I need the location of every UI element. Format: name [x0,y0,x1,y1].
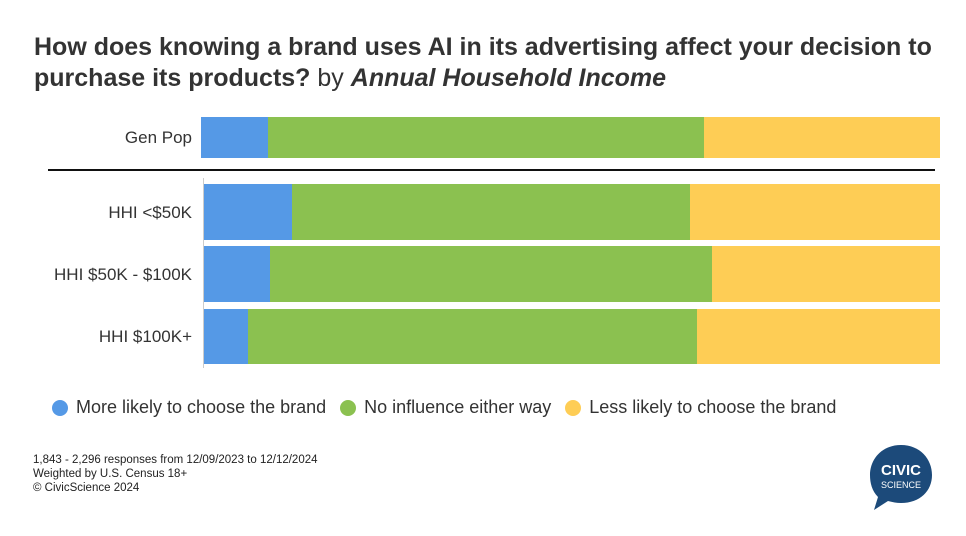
row-label-hhi-50k-100k: HHI $50K - $100K [54,265,192,284]
legend-dot-yellow [565,399,582,416]
row-label-gen-pop: Gen Pop [124,128,192,147]
legend-label: More likely to choose the brand [76,397,327,417]
legend-item-less-likely: Less likely to choose the brand [565,397,836,418]
bar-hhi-under-50k [204,184,940,240]
bar-hhi-50k-100k [204,246,940,302]
legend-dot-green [340,399,357,416]
footer-copyright: © CivicScience 2024 [33,482,140,494]
footer-responses: 1,843 - 2,296 responses from 12/09/2023 … [33,454,318,466]
bar-segment-no-influence [292,184,690,240]
bar-segment-no-influence [270,246,712,302]
legend-item-more-likely: More likely to choose the brand [52,397,326,418]
logo-text-science: SCIENCE [881,480,921,490]
bar-segment-less-likely [689,184,940,240]
chart-title: How does knowing a brand uses AI in its … [34,32,934,94]
logo-text-civic: CIVIC [881,462,921,479]
bar-gen-pop [201,117,940,158]
bar-segment-no-influence [267,117,704,158]
bar-segment-less-likely [703,117,940,158]
divider-line [48,169,935,171]
title-question: How does knowing a brand uses AI in its … [34,33,932,92]
bar-segment-no-influence [248,309,698,364]
legend-item-no-influence: No influence either way [340,397,551,418]
legend: More likely to choose the brand No influ… [52,397,836,418]
title-dimension: Annual Household Income [350,64,667,92]
row-label-hhi-100k-plus: HHI $100K+ [98,327,192,346]
bar-segment-more-likely [204,246,271,302]
bar-segment-more-likely [204,184,293,240]
bar-segment-less-likely [697,309,940,364]
legend-dot-blue [52,399,68,416]
legend-label: Less likely to choose the brand [589,397,837,417]
bar-segment-less-likely [711,246,940,302]
footer-weighting: Weighted by U.S. Census 18+ [33,468,188,480]
axis-line [203,178,204,368]
legend-label: No influence either way [364,397,552,417]
footer-notes: 1,843 - 2,296 responses from 12/09/2023 … [33,453,318,495]
bar-hhi-100k-plus [204,309,940,364]
row-label-hhi-under-50k: HHI <$50K [108,203,192,222]
civicscience-logo: CIVIC SCIENCE [870,445,932,510]
bar-segment-more-likely [204,309,249,364]
title-by: by [317,64,344,92]
bar-segment-more-likely [201,117,268,158]
